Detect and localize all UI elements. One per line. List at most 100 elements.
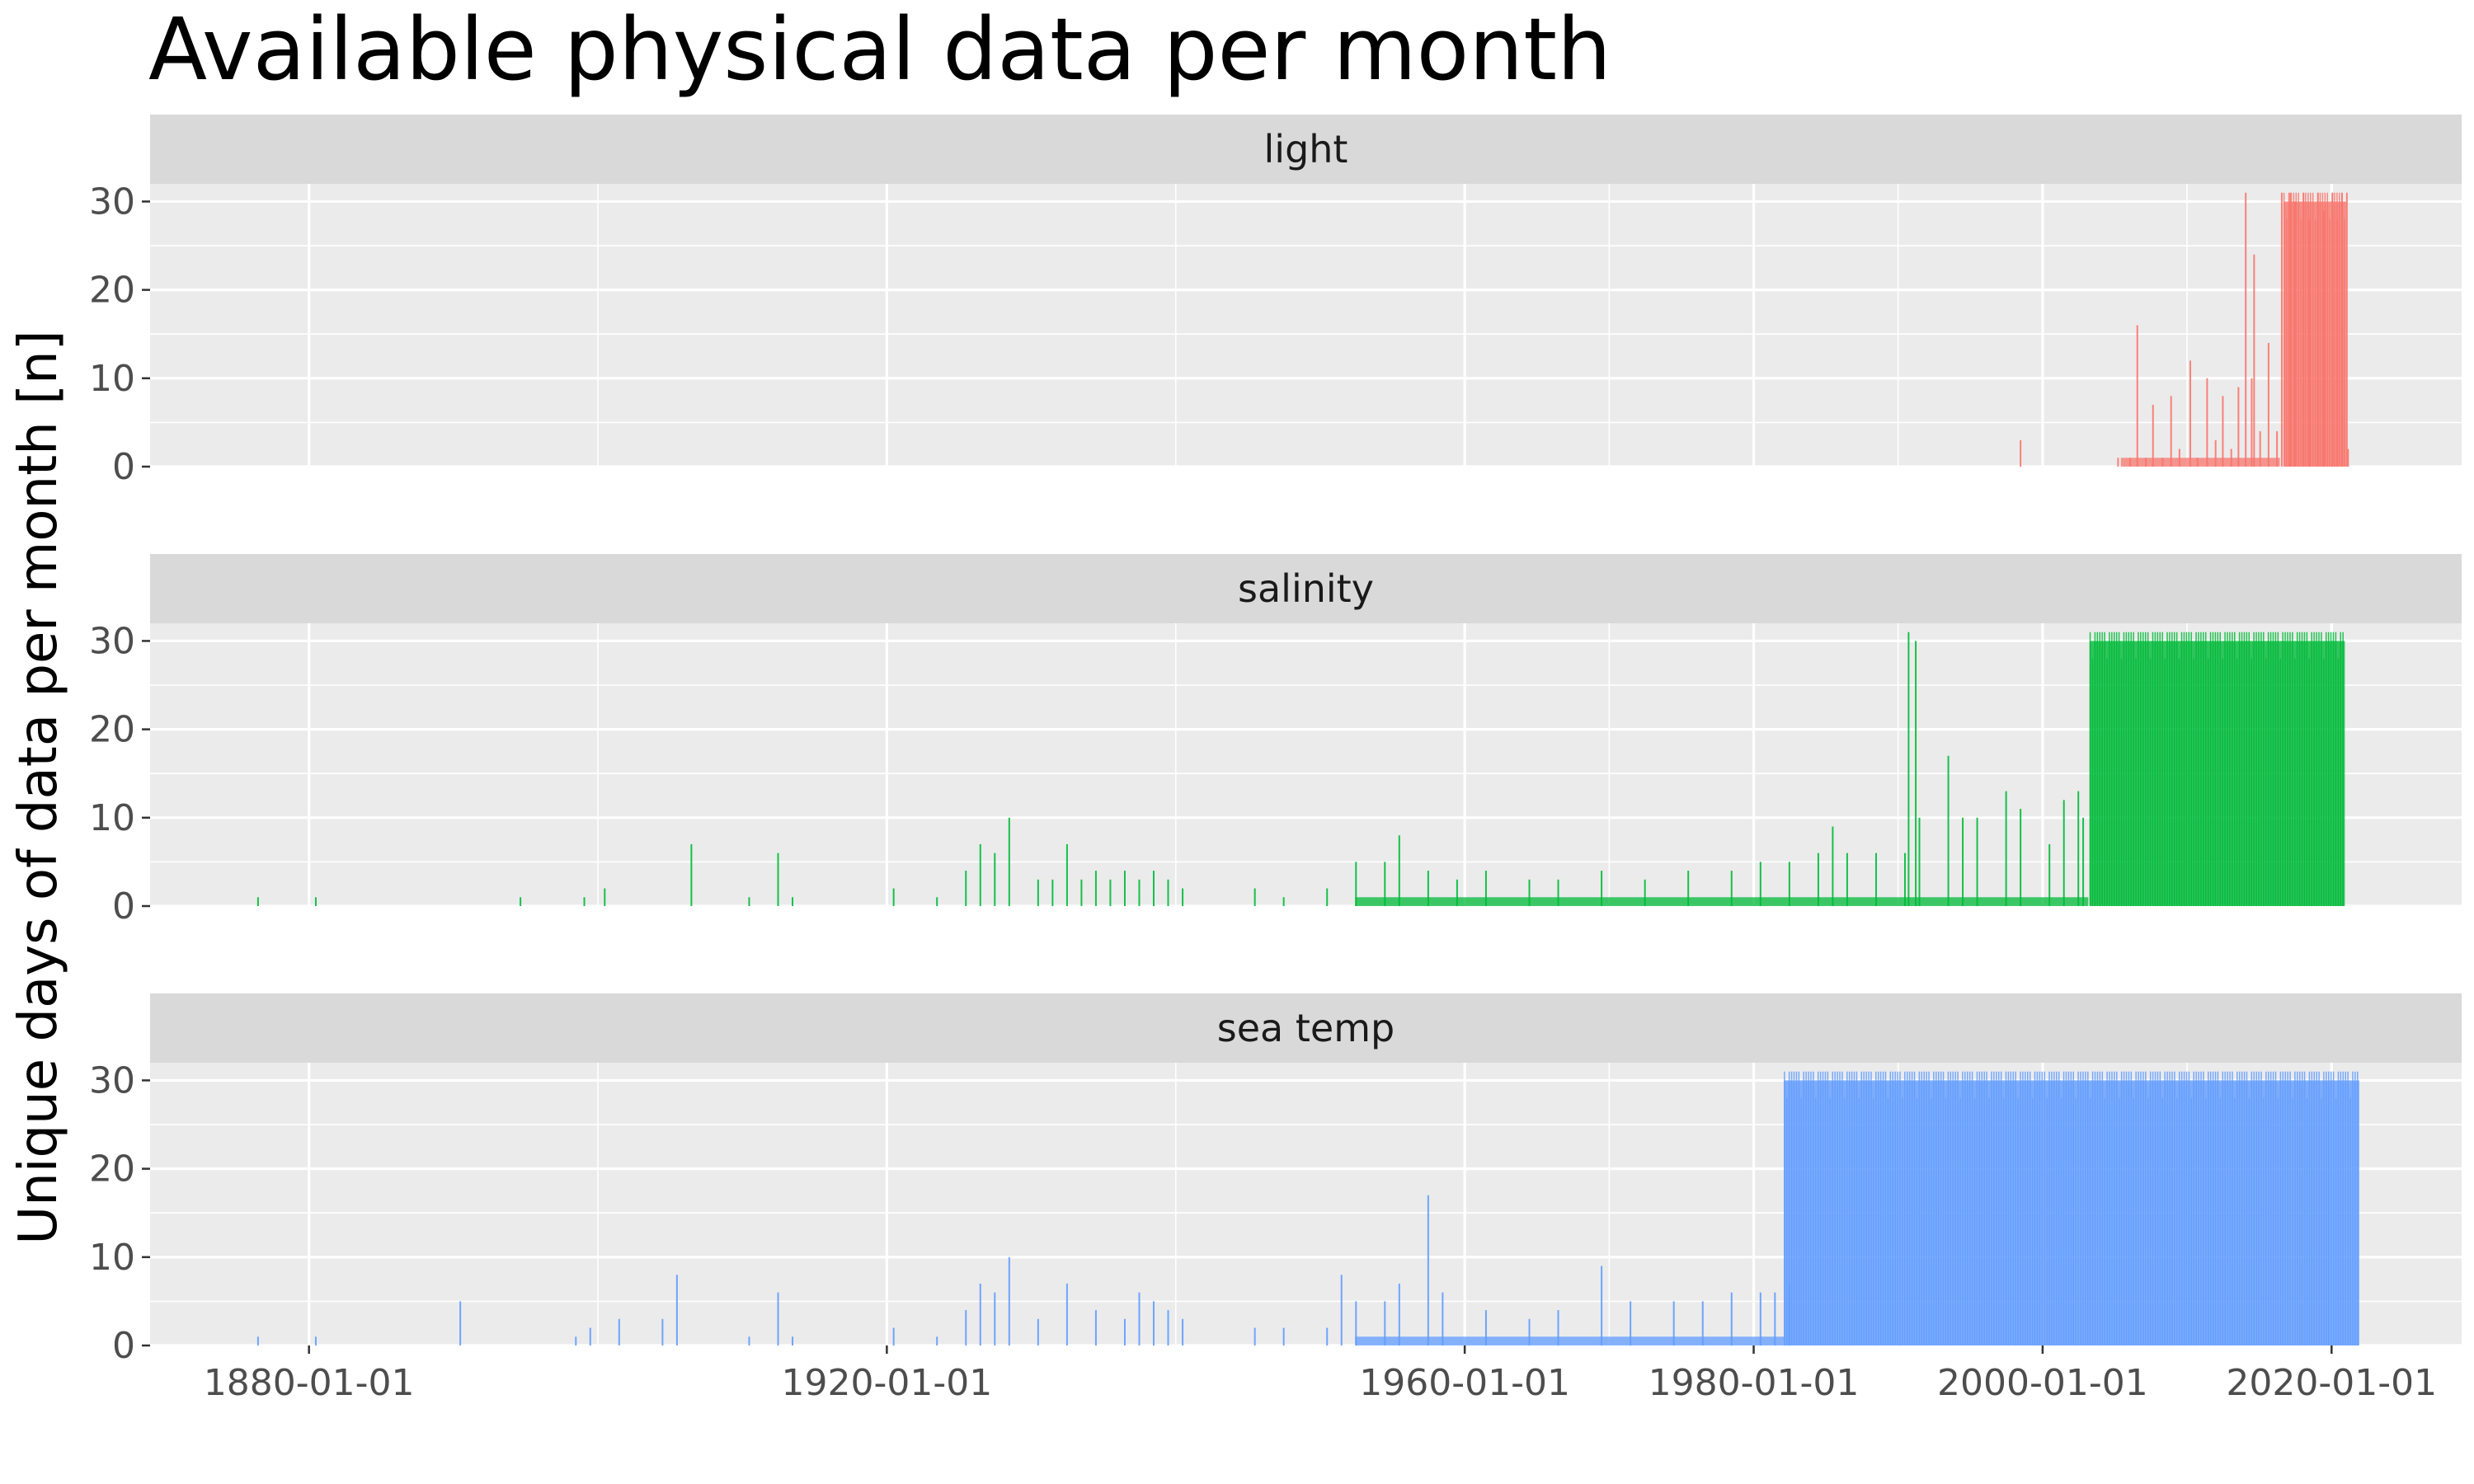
bar bbox=[2314, 218, 2316, 467]
bar bbox=[2195, 1071, 2197, 1345]
bar bbox=[979, 843, 981, 906]
bar bbox=[2345, 1071, 2346, 1345]
bar bbox=[1109, 879, 1112, 906]
bar bbox=[2260, 1071, 2262, 1345]
bar bbox=[2284, 632, 2286, 906]
bar bbox=[1484, 871, 1487, 906]
bar bbox=[979, 1283, 981, 1345]
bar bbox=[2310, 192, 2312, 467]
bar bbox=[1837, 1071, 1838, 1345]
bar bbox=[2342, 1071, 2345, 1345]
bar bbox=[748, 1336, 750, 1345]
bar bbox=[2251, 1071, 2253, 1345]
bar bbox=[2293, 192, 2295, 467]
bar bbox=[2170, 396, 2172, 467]
bar bbox=[2214, 632, 2217, 906]
bar bbox=[1889, 1071, 1892, 1345]
bar bbox=[1824, 1071, 1827, 1345]
bar bbox=[2138, 632, 2139, 906]
bar bbox=[1892, 1071, 1893, 1345]
bar bbox=[1832, 826, 1834, 906]
bar bbox=[2313, 1071, 2315, 1345]
facet-strip bbox=[150, 554, 2462, 623]
bar bbox=[2212, 1071, 2214, 1345]
bar bbox=[2294, 201, 2297, 467]
bar bbox=[2268, 1071, 2269, 1345]
bar bbox=[2336, 218, 2339, 467]
bar bbox=[1167, 1310, 1169, 1345]
bar bbox=[2188, 1071, 2190, 1345]
bar bbox=[2067, 1071, 2070, 1345]
bar bbox=[2152, 632, 2154, 906]
bar bbox=[2283, 192, 2285, 467]
bar bbox=[1138, 1292, 1141, 1345]
bar bbox=[2243, 632, 2246, 906]
bar bbox=[2154, 1071, 2157, 1345]
bar bbox=[1846, 852, 1848, 906]
bar bbox=[1528, 1318, 1531, 1345]
bar bbox=[2234, 632, 2236, 906]
bar bbox=[2044, 1071, 2045, 1345]
bar bbox=[2279, 658, 2281, 906]
bar bbox=[1123, 871, 1126, 906]
bar bbox=[1795, 1071, 1798, 1345]
bar bbox=[1788, 862, 1790, 906]
bar bbox=[2277, 1097, 2279, 1345]
bar bbox=[2106, 1071, 2108, 1345]
bar bbox=[2343, 218, 2345, 467]
bar bbox=[2222, 1071, 2224, 1345]
bar bbox=[2188, 632, 2190, 906]
bar bbox=[2295, 192, 2298, 467]
bar bbox=[1875, 1071, 1877, 1345]
bar bbox=[1065, 843, 1068, 906]
bar bbox=[1152, 871, 1155, 906]
bar bbox=[2142, 632, 2144, 906]
bar bbox=[2171, 1071, 2173, 1345]
bar bbox=[2106, 658, 2108, 906]
bar bbox=[2214, 439, 2217, 467]
x-tick-label: 2020-01-01 bbox=[2226, 1362, 2437, 1404]
bar bbox=[2085, 1071, 2086, 1345]
bar bbox=[2253, 632, 2255, 906]
bar bbox=[2178, 658, 2180, 906]
bar bbox=[1687, 871, 1690, 906]
bar bbox=[1800, 1097, 1803, 1345]
bar bbox=[2329, 218, 2331, 467]
bar bbox=[1983, 1071, 1985, 1345]
bar bbox=[2031, 1097, 2034, 1345]
bar bbox=[618, 1318, 620, 1345]
y-tick-label: 30 bbox=[89, 181, 135, 223]
facet-strip bbox=[150, 993, 2462, 1063]
bar bbox=[2048, 1071, 2050, 1345]
bar bbox=[1790, 1071, 1793, 1345]
bar bbox=[1832, 1071, 1833, 1345]
bar bbox=[1981, 1071, 1983, 1345]
bar bbox=[1921, 1071, 1923, 1345]
bar bbox=[2118, 632, 2120, 906]
bar bbox=[892, 1327, 895, 1345]
x-tick-label: 1880-01-01 bbox=[204, 1362, 415, 1404]
bar bbox=[1384, 862, 1386, 906]
bar bbox=[2289, 632, 2291, 906]
bar bbox=[1907, 632, 1910, 906]
bar bbox=[1813, 1071, 1814, 1345]
bar bbox=[2183, 632, 2185, 906]
bar bbox=[2285, 218, 2288, 467]
bar bbox=[2113, 632, 2115, 906]
bar bbox=[2123, 632, 2125, 906]
bar bbox=[2236, 1071, 2238, 1345]
bar bbox=[1484, 1310, 1487, 1345]
bar bbox=[2056, 1071, 2058, 1345]
y-tick-label: 30 bbox=[89, 620, 135, 662]
bar bbox=[2175, 632, 2178, 906]
bar bbox=[2115, 632, 2118, 906]
bar bbox=[2176, 1097, 2178, 1345]
bar bbox=[1282, 897, 1285, 906]
bar bbox=[575, 1336, 577, 1345]
bar bbox=[2145, 458, 2147, 467]
bar bbox=[2294, 1071, 2296, 1345]
bar bbox=[2062, 800, 2065, 906]
bar bbox=[2007, 1071, 2010, 1345]
bar bbox=[2133, 632, 2134, 906]
bar bbox=[2138, 1071, 2139, 1345]
